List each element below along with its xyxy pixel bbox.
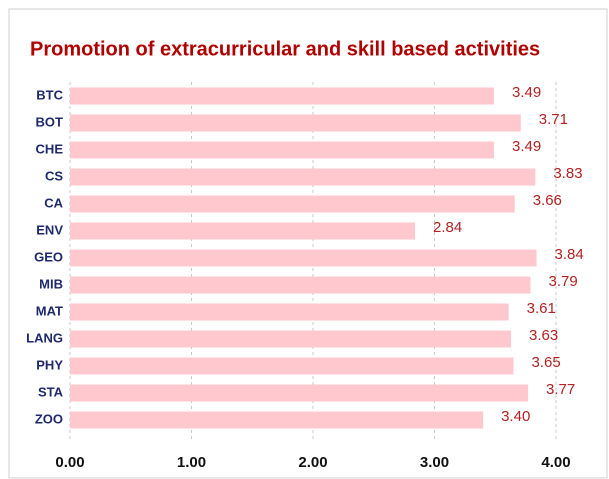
y-tick-label: BOT [36, 114, 64, 129]
bar [70, 141, 495, 159]
y-tick-label: MAT [36, 303, 63, 318]
bar [70, 411, 484, 429]
y-tick-label: MIB [39, 276, 63, 291]
bar [70, 249, 537, 267]
y-tick-label: GEO [34, 249, 63, 264]
y-tick-label: CS [45, 168, 63, 183]
data-label: 3.49 [512, 84, 541, 101]
data-label: 3.61 [527, 300, 556, 317]
bar [70, 87, 495, 105]
data-label: 3.84 [555, 246, 584, 263]
x-tick-label: 3.00 [420, 454, 449, 471]
data-label: 3.49 [512, 138, 541, 155]
chart-frame [8, 8, 608, 479]
y-tick-label: PHY [36, 357, 63, 372]
x-tick-label: 4.00 [541, 454, 570, 471]
bar [70, 222, 416, 240]
data-label: 3.65 [531, 354, 560, 371]
y-tick-label: ZOO [35, 411, 63, 426]
y-tick-label: BTC [36, 87, 63, 102]
bar [70, 303, 509, 321]
bar [70, 114, 521, 132]
bar [70, 384, 529, 402]
y-tick-label: CHE [36, 141, 64, 156]
x-tick-label: 1.00 [177, 454, 206, 471]
bar [70, 195, 515, 213]
bar [70, 330, 512, 348]
data-label: 3.83 [553, 165, 582, 182]
data-label: 3.77 [546, 381, 575, 398]
bar [70, 357, 514, 375]
chart-title: Promotion of extracurricular and skill b… [30, 38, 540, 60]
data-label: 3.71 [539, 111, 568, 128]
y-tick-label: ENV [36, 222, 63, 237]
data-label: 3.79 [548, 273, 577, 290]
bar [70, 276, 531, 294]
data-label: 3.66 [533, 192, 562, 209]
y-tick-label: STA [38, 384, 64, 399]
x-tick-label: 2.00 [298, 454, 327, 471]
data-label: 2.84 [433, 219, 462, 236]
data-label: 3.63 [529, 327, 558, 344]
x-tick-label: 0.00 [55, 454, 84, 471]
y-tick-label: LANG [26, 330, 63, 345]
data-label: 3.40 [501, 408, 530, 425]
bar [70, 168, 536, 186]
y-tick-label: CA [44, 195, 63, 210]
